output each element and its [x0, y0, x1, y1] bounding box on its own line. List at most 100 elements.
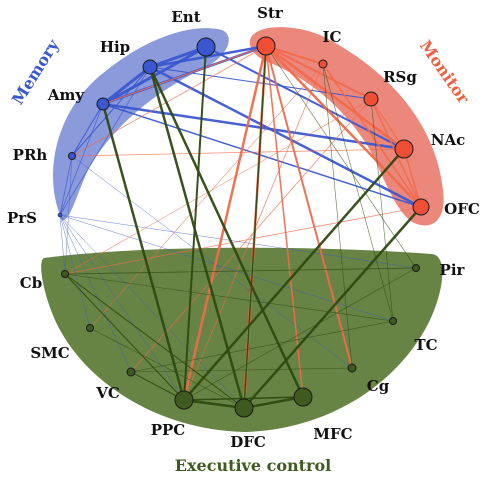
- edge-cb-dfc: [64, 273, 245, 409]
- edge-cg-vc: [130, 367, 353, 373]
- node-ent: [196, 37, 216, 57]
- edge-cb-pir: [64, 267, 417, 275]
- edge-nac-ppc: [182, 147, 406, 402]
- edge-ppc-mfc: [183, 396, 304, 401]
- node-label-cb: Cb: [20, 274, 42, 292]
- edge-str-nac: [264, 44, 406, 151]
- edge-hip-mfc: [148, 65, 305, 399]
- edge-str-prh: [71, 45, 267, 157]
- node-label-mfc: MFC: [313, 425, 352, 443]
- node-label-cg: Cg: [367, 377, 390, 395]
- edge-amy-prh: [71, 103, 104, 157]
- edge-prs-vc: [59, 214, 132, 373]
- node-ppc: [174, 390, 194, 410]
- edge-prh-cg: [71, 155, 353, 369]
- edge-rsg-cb: [64, 98, 372, 275]
- edge-prh-cb: [64, 155, 73, 275]
- edge-str-amy: [102, 45, 267, 105]
- edge-pir-ppc: [183, 267, 417, 401]
- edge-rsg-tc: [370, 98, 394, 322]
- node-ic: [318, 59, 328, 69]
- node-prh: [68, 152, 76, 160]
- edge-ofc-cb: [64, 206, 422, 275]
- node-label-ent: Ent: [171, 8, 200, 26]
- node-mfc: [293, 387, 313, 407]
- edge-str-rsg: [265, 45, 372, 100]
- edge-smc-dfc: [89, 327, 245, 409]
- edge-prs-dfc: [59, 214, 245, 409]
- node-label-smc: SMC: [30, 344, 69, 362]
- node-label-prh: PRh: [13, 146, 48, 164]
- edge-dfc-mfc: [242, 395, 305, 410]
- node-str: [256, 36, 276, 56]
- edge-hip-prh: [71, 66, 151, 157]
- edge-cb-tc: [64, 273, 394, 322]
- node-label-ic: IC: [323, 28, 342, 46]
- edge-nac-prh: [71, 148, 405, 157]
- node-label-rsg: RSg: [383, 68, 417, 86]
- edge-ic-tc: [322, 63, 394, 322]
- node-label-hip: Hip: [100, 38, 130, 56]
- node-smc: [86, 324, 94, 332]
- edge-prh-prs: [59, 155, 73, 216]
- edge-ic-ofc: [322, 63, 422, 208]
- nodes-layer: [57, 36, 430, 418]
- edge-hip-amy: [101, 65, 152, 106]
- edge-amy-nac: [101, 102, 406, 151]
- edge-hip-rsg: [149, 66, 372, 100]
- edge-str-pir: [265, 45, 417, 269]
- edge-cb-ppc: [64, 273, 185, 401]
- node-label-nac: NAc: [431, 131, 465, 149]
- edge-ic-smc: [89, 63, 324, 329]
- executive-module-label: Executive control: [175, 456, 331, 475]
- node-label-tc: TC: [414, 336, 437, 354]
- node-vc: [126, 367, 136, 377]
- monitor-module-region: [249, 27, 444, 226]
- edges-layer: [59, 44, 423, 410]
- edge-hip-dfc: [148, 65, 246, 410]
- edge-str-dfc: [243, 45, 267, 409]
- edge-nac-ofc: [403, 148, 422, 208]
- edge-str-cg: [265, 45, 353, 369]
- labels-layer: Ent Hip Amy PRh PrS Str IC RSg NAc OFC Pir TC Cg MFC D…: [7, 4, 480, 451]
- node-dfc: [234, 398, 254, 418]
- edge-tc-vc: [130, 320, 394, 373]
- node-label-pir: Pir: [440, 261, 466, 279]
- node-ofc: [412, 198, 430, 216]
- node-amy: [96, 97, 110, 111]
- executive-module-region: [41, 247, 443, 432]
- monitor-module-label: Monitor: [416, 37, 474, 108]
- node-label-vc: VC: [95, 384, 120, 402]
- node-label-ofc: OFC: [444, 200, 480, 218]
- node-pir: [412, 264, 420, 272]
- node-label-ppc: PPC: [151, 421, 186, 439]
- node-prs: [57, 212, 63, 218]
- edge-rsg-nac: [370, 98, 405, 150]
- edge-ofc-dfc: [242, 205, 423, 410]
- node-rsg: [363, 91, 379, 107]
- edge-str-ic: [265, 45, 324, 65]
- node-tc: [389, 317, 397, 325]
- node-cb: [61, 270, 69, 278]
- node-hip: [142, 59, 158, 75]
- node-label-prs: PrS: [7, 209, 37, 227]
- edge-str-mfc: [265, 45, 304, 398]
- edge-str-ofc: [264, 44, 423, 209]
- edge-str-ppc: [182, 44, 268, 402]
- edge-prs-amy: [59, 103, 104, 216]
- node-label-amy: Amy: [47, 86, 86, 104]
- edge-ic-cg: [322, 63, 353, 369]
- node-label-dfc: DFC: [230, 433, 266, 451]
- edge-rsg-vc: [130, 98, 372, 373]
- edge-ent-ppc: [183, 46, 207, 401]
- edge-prs-ppc: [59, 214, 185, 401]
- edge-hip-str: [148, 44, 268, 69]
- node-nac: [394, 139, 414, 159]
- edge-prs-hip: [59, 66, 151, 216]
- edge-prs-smc: [59, 214, 91, 329]
- edge-ic-ppc: [183, 63, 324, 401]
- edge-hip-ofc: [148, 65, 423, 209]
- edge-ent-nac: [205, 46, 405, 150]
